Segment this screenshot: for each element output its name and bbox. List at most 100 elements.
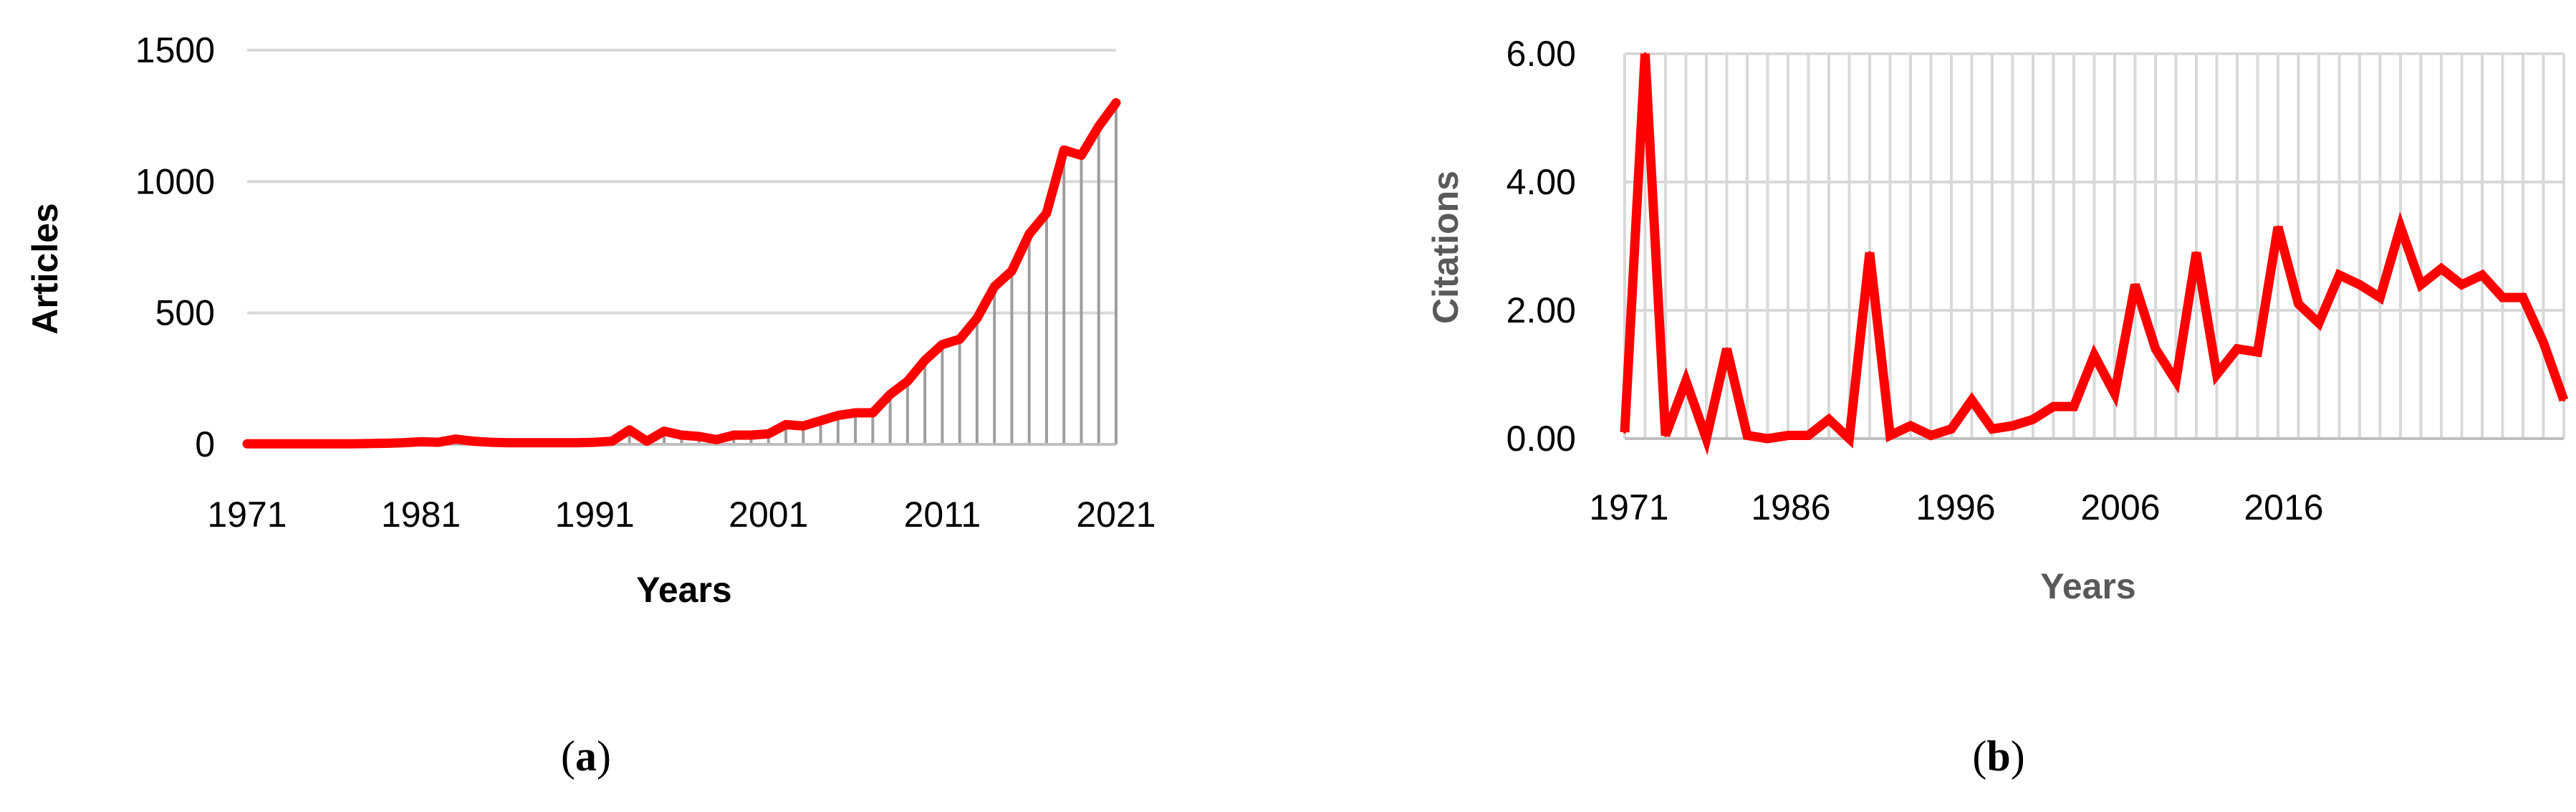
b-data-point	[2399, 225, 2402, 229]
b-data-point	[2337, 273, 2341, 277]
b-data-point	[1991, 427, 1994, 431]
a-data-point	[558, 441, 562, 444]
chart-citations: 0.00 2.00 4.00 6.00 1971 1986 1996 2006 2016 Ye…	[1426, 34, 2569, 780]
b-data-point	[2358, 283, 2361, 287]
a-data-point	[663, 429, 666, 433]
a-data-point	[350, 442, 353, 446]
a-data-point	[367, 441, 370, 445]
a-data-point	[941, 343, 944, 346]
b-data-point	[2072, 405, 2075, 409]
b-data-point	[1643, 52, 1647, 55]
b-x-tick-label: 2006	[2080, 487, 2160, 527]
a-x-tick-label: 2011	[904, 495, 981, 535]
a-data-point	[1010, 269, 1014, 272]
a-x-tick-label: 1991	[555, 495, 635, 535]
b-data-point	[2378, 296, 2382, 300]
a-data-point	[1062, 148, 1066, 152]
b-data-point	[1929, 434, 1933, 437]
b-data-point	[2317, 321, 2320, 325]
b-gridlines	[1623, 52, 2565, 439]
a-data-point	[593, 441, 597, 444]
a-drop-lines	[246, 102, 1118, 444]
a-data-point	[766, 432, 770, 436]
b-data-point	[2195, 251, 2198, 254]
a-data-point	[1044, 211, 1048, 215]
a-data-point	[854, 411, 857, 414]
b-y-tick-label: 0.00	[1506, 419, 1576, 459]
b-data-point	[1725, 347, 1729, 350]
a-x-tick-labels: 1971 1981 1991 2001 2011 2021	[207, 495, 1155, 535]
b-data-point	[1909, 424, 1912, 428]
b-data-point	[1888, 434, 1892, 437]
b-data-point	[2501, 296, 2504, 300]
a-data-point	[1080, 153, 1083, 157]
a-data-point	[280, 442, 284, 446]
b-data-point	[2174, 379, 2178, 383]
a-data-point	[436, 441, 440, 444]
a-x-tick-label: 2001	[729, 495, 808, 535]
chart-articles: 0 500 1000 1500 1971 1981 1991 2001 2011 2021 Ye…	[25, 30, 1156, 780]
a-data-point	[471, 439, 475, 443]
b-data-point	[1746, 434, 1749, 437]
b-data-point	[2256, 350, 2259, 354]
a-data-point	[836, 414, 840, 417]
a-data-point	[680, 434, 683, 437]
a-data-point	[871, 411, 875, 414]
b-data-point	[2154, 347, 2157, 350]
b-x-tick-labels: 1971 1986 1996 2006 2016	[1589, 487, 2323, 527]
b-panel-label: b	[1986, 732, 2010, 780]
a-data-point	[315, 442, 319, 446]
b-x-tick-label: 1986	[1751, 487, 1830, 527]
b-data-point	[2481, 273, 2484, 277]
b-data-point	[1868, 251, 1871, 254]
a-data-point	[732, 434, 736, 437]
a-x-tick-label: 2021	[1076, 495, 1155, 535]
a-data-point	[784, 423, 788, 426]
b-data-point	[1684, 379, 1688, 383]
a-data-point	[975, 317, 979, 320]
b-data-point	[1807, 434, 1810, 437]
b-x-tick-label: 1971	[1589, 487, 1668, 527]
a-data-point	[697, 435, 701, 438]
a-data-point	[923, 358, 927, 362]
b-data-point	[2215, 373, 2219, 376]
b-x-axis-title: Years	[2040, 566, 2135, 606]
a-points	[246, 101, 1118, 446]
a-data-point	[263, 442, 266, 446]
b-data-point	[1827, 418, 1830, 421]
b-data-point	[2297, 302, 2300, 306]
b-data-point	[2419, 283, 2423, 287]
b-data-point	[2542, 340, 2545, 344]
b-y-axis-title: Citations	[1426, 171, 1466, 324]
b-data-point	[2562, 398, 2565, 402]
a-data-point	[628, 428, 631, 431]
b-data-point	[2236, 347, 2239, 350]
a-data-point	[1097, 125, 1100, 128]
b-data-point	[1766, 437, 1769, 440]
b-data-point	[1623, 431, 1626, 434]
a-data-point	[541, 441, 544, 444]
a-data-point	[888, 393, 892, 396]
b-data-point	[2032, 418, 2034, 421]
a-data-point	[905, 380, 909, 383]
a-panel-label: a	[575, 732, 597, 780]
a-gridlines	[247, 49, 1116, 315]
b-points	[1623, 52, 2565, 440]
b-data-point	[1950, 427, 1953, 431]
b-data-point	[2277, 225, 2279, 229]
b-y-tick-label: 6.00	[1506, 34, 1576, 74]
a-data-point	[1115, 101, 1118, 105]
a-series-line	[242, 97, 1121, 449]
a-x-tick-label: 1971	[207, 495, 287, 535]
a-data-point	[524, 441, 527, 444]
a-data-point	[819, 419, 822, 422]
a-panel-caption: (a)	[561, 732, 611, 780]
a-data-point	[575, 441, 579, 444]
a-y-tick-label: 1000	[135, 161, 215, 201]
b-data-point	[2113, 392, 2116, 396]
a-data-point	[749, 434, 753, 437]
b-data-point	[1787, 434, 1789, 437]
b-data-point	[1705, 437, 1708, 440]
a-data-point	[610, 439, 614, 443]
b-data-point	[2440, 267, 2443, 270]
